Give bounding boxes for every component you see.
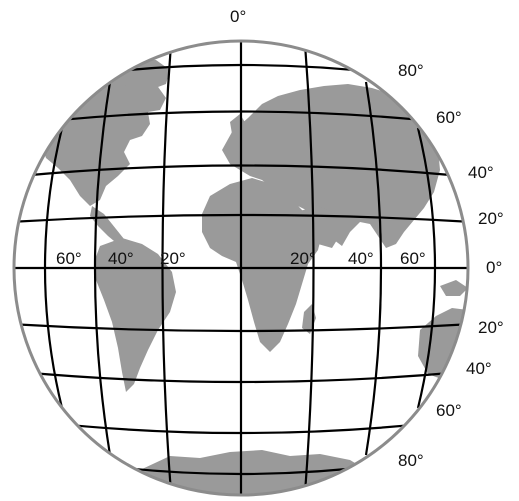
- label-lat-80-south: 80°: [398, 451, 424, 470]
- label-top-meridian: 0°: [230, 7, 246, 26]
- indonesia-landmass: [440, 280, 468, 296]
- south-america-landmass: [94, 238, 176, 392]
- label-lon-20-east: 20°: [290, 249, 316, 268]
- label-lon-40-east: 40°: [348, 249, 374, 268]
- label-equator: 0°: [486, 258, 502, 277]
- parallel-20n: [14, 213, 468, 224]
- central-america-landmass: [90, 206, 128, 246]
- label-lon-20-west: 20°: [160, 249, 186, 268]
- label-lon-40-west: 40°: [108, 249, 134, 268]
- label-lat-20-south: 20°: [478, 318, 504, 337]
- label-lon-60-east: 60°: [400, 249, 426, 268]
- africa-landmass: [202, 178, 322, 352]
- label-lat-40-south: 40°: [466, 359, 492, 378]
- globe-rim: [12, 39, 470, 497]
- label-lat-40-north: 40°: [468, 163, 494, 182]
- label-lat-20-north: 20°: [478, 209, 504, 228]
- parallel-20s: [14, 322, 468, 333]
- parallel-40n: [19, 164, 463, 178]
- label-lat-80-north: 80°: [398, 61, 424, 80]
- label-lon-60-west: 60°: [56, 249, 82, 268]
- label-lat-60-north: 60°: [436, 108, 462, 127]
- parallel-60n: [39, 110, 443, 124]
- label-lat-60-south: 60°: [436, 401, 462, 420]
- parallel-40s: [19, 370, 463, 384]
- eurasia-landmass: [222, 84, 440, 248]
- parallel-60s: [39, 420, 443, 435]
